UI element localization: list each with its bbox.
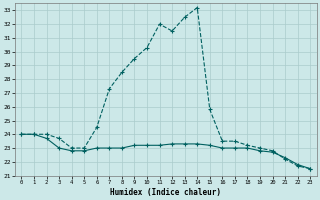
X-axis label: Humidex (Indice chaleur): Humidex (Indice chaleur) — [110, 188, 221, 197]
